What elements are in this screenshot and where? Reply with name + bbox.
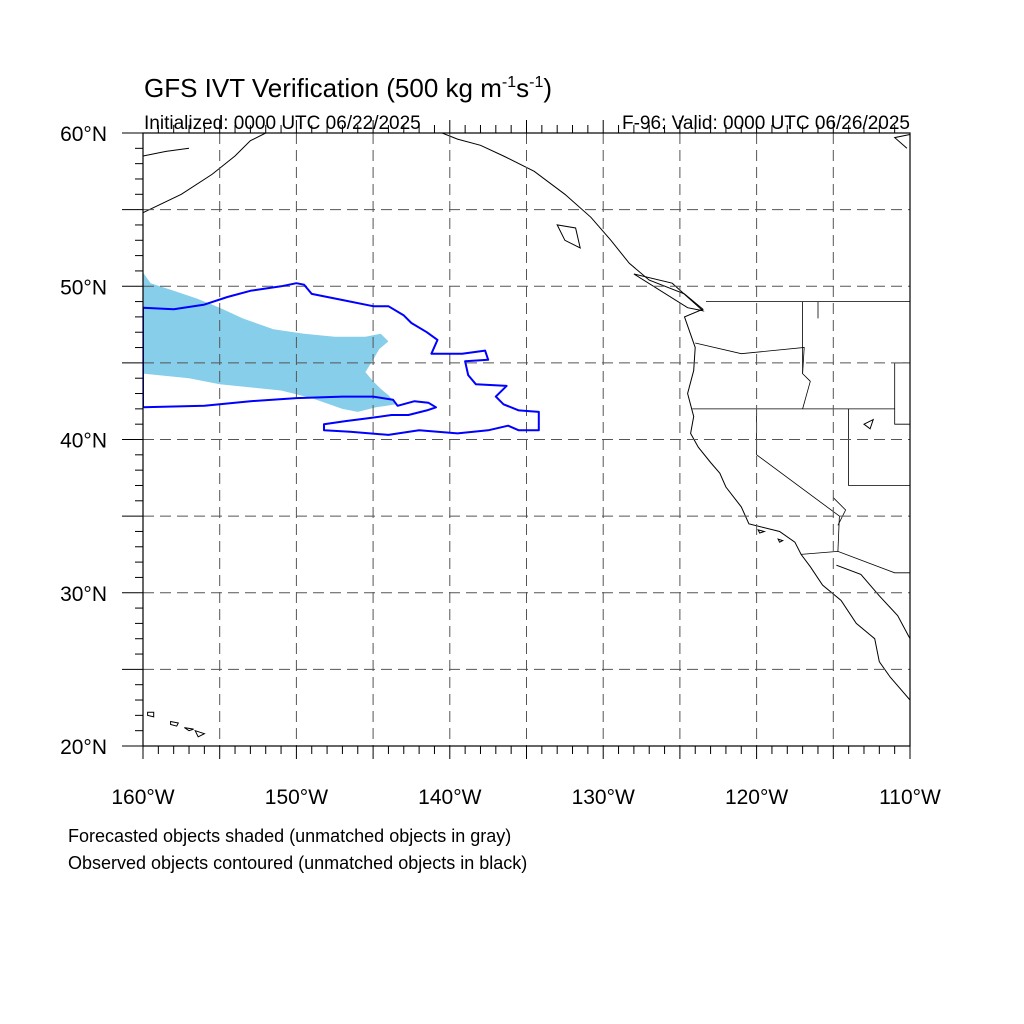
- lon-label: 130°W: [572, 786, 635, 809]
- coastline: [893, 134, 910, 149]
- axis-labels: 60°N 50°N 40°N 30°N 20°N 160°W 150°W 140°W 130°W…: [60, 123, 941, 809]
- island-outline: [194, 729, 206, 738]
- island-outline: [556, 224, 581, 249]
- island-outline: [777, 538, 784, 543]
- political-border: [848, 408, 910, 486]
- lon-label: 150°W: [265, 786, 328, 809]
- footnote-observed: Observed objects contoured (unmatched ob…: [68, 853, 528, 873]
- lat-label: 60°N: [60, 123, 107, 146]
- title-close: ): [543, 73, 552, 103]
- political-border: [833, 497, 847, 526]
- lon-label: 140°W: [418, 786, 481, 809]
- forecast-objects-layer: [143, 272, 397, 412]
- lon-label: 120°W: [725, 786, 788, 809]
- island-outline: [757, 529, 767, 534]
- lat-label: 40°N: [60, 430, 107, 453]
- coastline: [441, 133, 910, 701]
- observed-object-contour: [143, 282, 540, 436]
- lat-label: 50°N: [60, 276, 107, 299]
- coastline-layer: [143, 133, 910, 746]
- island-outline: [147, 711, 155, 718]
- coastline: [143, 133, 266, 214]
- title-exp1: -1: [502, 74, 516, 91]
- political-border: [695, 342, 805, 374]
- political-border: [894, 362, 910, 425]
- political-border: [692, 408, 840, 552]
- island-outline: [170, 720, 180, 727]
- lat-label: 30°N: [60, 583, 107, 606]
- plot-title: GFS IVT Verification (500 kg m-1s-1): [144, 73, 552, 103]
- init-label: Initialized: 0000 UTC 06/22/2025: [144, 113, 421, 134]
- lon-label: 110°W: [879, 786, 941, 809]
- island-outline: [184, 727, 194, 732]
- tick-marks: [122, 120, 911, 759]
- lat-label: 20°N: [60, 736, 107, 759]
- lon-label: 160°W: [111, 786, 174, 809]
- title-main: GFS IVT Verification (500 kg m: [144, 73, 502, 103]
- footnote-forecast: Forecasted objects shaded (unmatched obj…: [68, 826, 512, 846]
- island-outline: [633, 273, 705, 312]
- title-mid: s: [516, 73, 529, 103]
- coastline: [143, 147, 190, 157]
- observed-objects-layer: [143, 282, 540, 436]
- political-border: [802, 301, 811, 410]
- forecast-object-shaded: [143, 272, 397, 412]
- map-area: 60°N 50°N 40°N 30°N 20°N 160°W 150°W 140°W 130°W…: [60, 120, 941, 809]
- coastline: [836, 564, 910, 639]
- title-exp2: -1: [529, 74, 543, 91]
- graticule-layer: [143, 133, 910, 746]
- valid-label: F-96: Valid: 0000 UTC 06/26/2025: [622, 113, 910, 134]
- political-border: [801, 550, 910, 574]
- island-outline: [863, 418, 875, 430]
